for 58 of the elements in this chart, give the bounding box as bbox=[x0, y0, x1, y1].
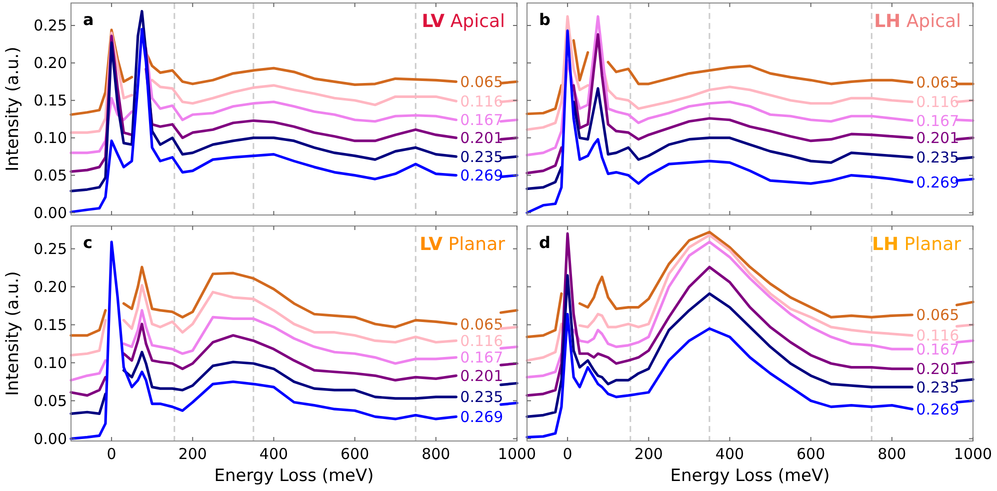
x-tick-label: 800 bbox=[878, 445, 906, 463]
series-label: 0.235 bbox=[916, 378, 960, 396]
series-label: 0.201 bbox=[916, 129, 960, 148]
x-tick-label: 400 bbox=[715, 445, 744, 463]
x-tick-label: 200 bbox=[178, 445, 207, 463]
y-tick-label: 0.10 bbox=[34, 354, 67, 372]
series-label: 0.235 bbox=[460, 388, 504, 406]
series-label: 0.116 bbox=[916, 93, 960, 112]
series-label: 0.269 bbox=[460, 408, 504, 426]
y-tick-label: 0.20 bbox=[34, 54, 67, 72]
x-tick-label: 400 bbox=[259, 445, 288, 463]
series-label: 0.235 bbox=[460, 148, 504, 166]
text: LV Planar bbox=[420, 234, 506, 255]
series-label: 0.167 bbox=[460, 348, 504, 367]
annotation: a bbox=[83, 10, 94, 29]
series-label: 0.065 bbox=[916, 74, 960, 92]
text: LV Apical bbox=[422, 11, 505, 32]
annotation: c bbox=[83, 233, 92, 252]
x-tick-label: 600 bbox=[340, 445, 370, 463]
series-label: 0.235 bbox=[916, 148, 960, 167]
series-label: 0.269 bbox=[916, 400, 960, 418]
x-axis-title: Energy Loss (meV) bbox=[670, 466, 830, 486]
x-axis-title: Energy Loss (meV) bbox=[214, 466, 374, 486]
x-tick-label: 800 bbox=[422, 445, 450, 463]
y-tick-label: 0.25 bbox=[34, 240, 67, 258]
x-tick-label: 1000 bbox=[498, 445, 536, 463]
series-label: 0.167 bbox=[916, 112, 960, 130]
series-label: 0.167 bbox=[460, 111, 504, 130]
x-tick-label: 0 bbox=[562, 445, 572, 463]
y-tick-label: 0.15 bbox=[34, 316, 67, 334]
text: LH Planar bbox=[872, 234, 962, 255]
y-tick-label: 0.00 bbox=[34, 204, 67, 222]
y-tick-label: 0.05 bbox=[34, 166, 67, 185]
series-label: 0.116 bbox=[460, 92, 504, 110]
y-axis-title: Intensity (a.u.) bbox=[3, 46, 23, 172]
series-label: 0.201 bbox=[460, 366, 504, 385]
x-tick-label: 0 bbox=[106, 445, 116, 463]
x-tick-label: 200 bbox=[634, 445, 663, 463]
series-label: 0.065 bbox=[916, 306, 960, 324]
y-tick-label: 0.00 bbox=[34, 430, 67, 448]
x-tick-label: 600 bbox=[796, 445, 826, 463]
y-tick-label: 0.15 bbox=[34, 92, 67, 110]
annotation: d bbox=[539, 233, 550, 252]
series-label: 0.269 bbox=[460, 166, 504, 185]
series-label: 0.201 bbox=[916, 360, 960, 378]
y-tick-label: 0.25 bbox=[34, 16, 67, 35]
annotation: b bbox=[539, 10, 550, 29]
y-axis-title: Intensity (a.u.) bbox=[3, 271, 23, 396]
series-label: 0.065 bbox=[460, 315, 504, 334]
y-tick-label: 0.20 bbox=[34, 278, 67, 296]
series-label: 0.116 bbox=[460, 332, 504, 350]
y-tick-label: 0.05 bbox=[34, 392, 67, 410]
series-label: 0.269 bbox=[916, 173, 960, 192]
text: LH Apical bbox=[874, 11, 961, 32]
y-tick-label: 0.10 bbox=[34, 129, 67, 148]
x-tick-label: 1000 bbox=[954, 445, 992, 463]
series-label: 0.201 bbox=[460, 129, 504, 148]
series-label: 0.065 bbox=[460, 72, 504, 91]
